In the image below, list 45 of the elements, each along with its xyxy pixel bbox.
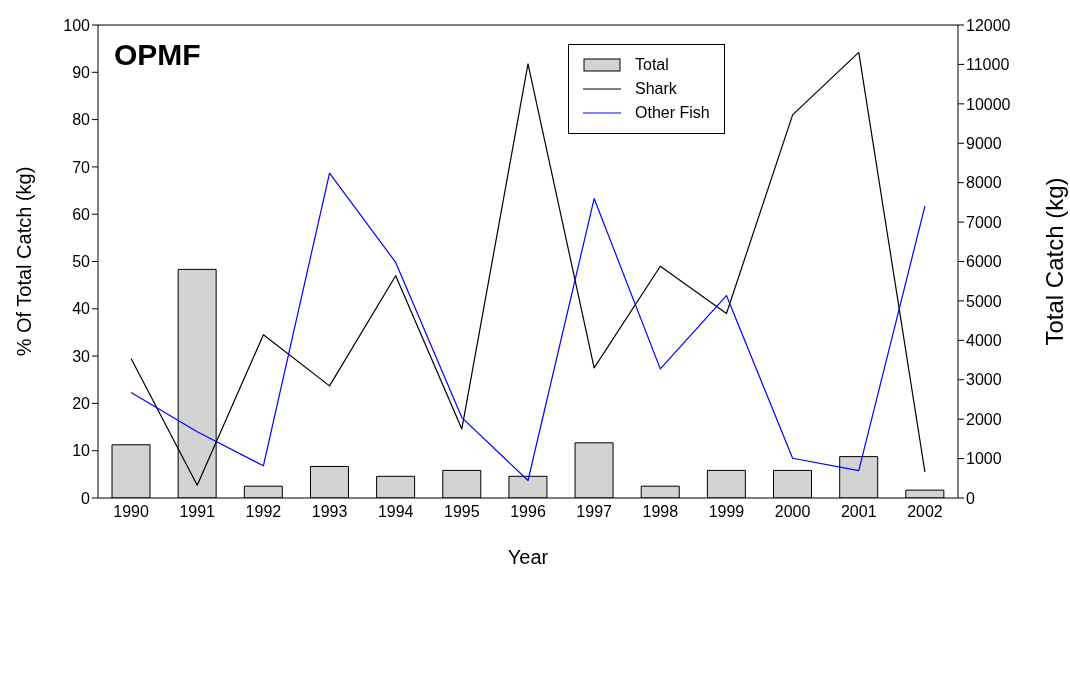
x-tick-label: 1992 (245, 503, 282, 521)
y-tick-label: 40 (72, 300, 91, 318)
x-tick-label: 1994 (377, 503, 414, 521)
x-tick-label: 1995 (444, 503, 480, 521)
y2-tick-label: 8000 (966, 174, 1002, 192)
y2-tick-label: 12000 (966, 16, 1011, 34)
y-tick-label: 0 (81, 489, 91, 507)
x-axis-title: Year (507, 546, 549, 568)
chart-title: OPMF (114, 38, 201, 72)
x-tick-label: 1993 (311, 503, 348, 521)
legend-label: Total (635, 56, 669, 74)
line-series (130, 172, 926, 482)
y-axis-title: % Of Total Catch (kg) (13, 166, 36, 357)
y-tick-label: 70 (72, 158, 91, 176)
x-tick-label: 2001 (840, 503, 877, 521)
y2-tick-label: 1000 (966, 450, 1002, 468)
y-tick-label: 20 (72, 395, 91, 413)
y-tick-label: 30 (72, 347, 91, 365)
x-tick-label: 2002 (907, 503, 943, 521)
y2-tick-label: 0 (966, 489, 975, 507)
y2-tick-label: 6000 (966, 253, 1002, 271)
legend-label: Shark (635, 80, 677, 98)
y-tick-label: 90 (72, 63, 91, 81)
y2-tick-label: 9000 (966, 134, 1002, 152)
legend-label: Other Fish (635, 104, 710, 122)
y2-tick-label: 4000 (966, 332, 1002, 350)
y-tick-label: 80 (72, 111, 91, 129)
y-tick-label: 60 (72, 205, 91, 223)
y-tick-label: 100 (63, 16, 91, 34)
y2-tick-label: 7000 (966, 213, 1002, 231)
y2-tick-label: 10000 (966, 95, 1011, 113)
x-tick-label: 1997 (576, 503, 613, 521)
y2-axis-title: Total Catch (kg) (1040, 177, 1068, 346)
x-tick-label: 1990 (113, 503, 149, 521)
x-tick-label: 1998 (642, 503, 679, 521)
x-tick-label: 1999 (708, 503, 745, 521)
y2-tick-label: 5000 (966, 292, 1002, 310)
y2-tick-label: 3000 (966, 371, 1002, 389)
y2-tick-label: 11000 (966, 56, 1010, 74)
y-tick-label: 10 (72, 442, 91, 460)
y-tick-label: 50 (72, 253, 91, 271)
x-tick-label: 1991 (179, 503, 216, 521)
x-tick-label: 1996 (510, 503, 546, 521)
x-tick-label: 2000 (774, 503, 811, 521)
y2-tick-label: 2000 (966, 410, 1002, 428)
